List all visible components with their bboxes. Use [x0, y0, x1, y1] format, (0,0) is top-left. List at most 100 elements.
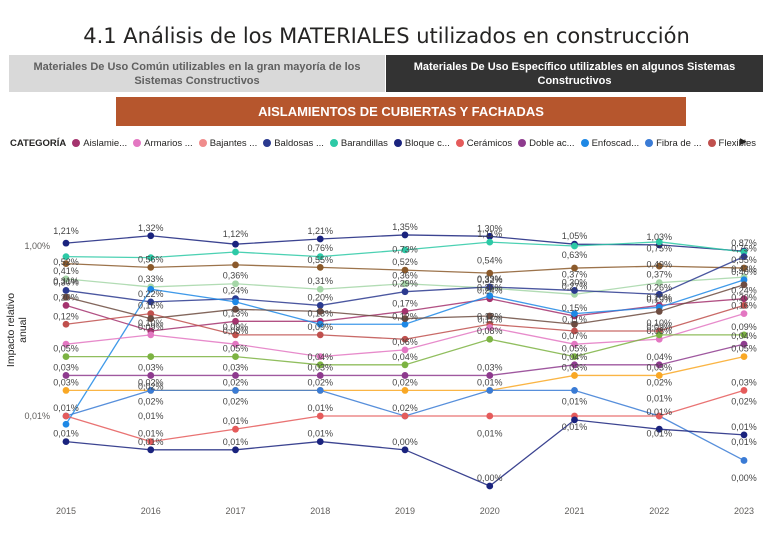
- data-point: [147, 446, 155, 454]
- data-label: 0,03%: [223, 362, 249, 372]
- data-point: [740, 340, 748, 348]
- data-point: [740, 387, 748, 394]
- data-label: 0,01%: [53, 403, 79, 413]
- data-label: 0,33%: [477, 274, 503, 284]
- data-point: [232, 446, 239, 454]
- legend-swatch: [455, 139, 464, 147]
- data-label: 0,00%: [731, 473, 757, 483]
- data-label: 0,33%: [138, 274, 164, 284]
- data-label: 0,01%: [731, 437, 757, 447]
- data-point: [486, 324, 494, 331]
- data-point: [62, 420, 70, 428]
- data-point: [571, 320, 578, 328]
- legend-item[interactable]: Aislamie...: [72, 138, 127, 149]
- data-point: [401, 266, 409, 274]
- data-label: 0,36%: [223, 271, 249, 281]
- data-point: [62, 275, 70, 283]
- data-label: 0,09%: [223, 322, 249, 332]
- data-label: 0,01%: [307, 429, 333, 439]
- data-point: [147, 298, 155, 306]
- data-point: [401, 231, 409, 239]
- legend-item[interactable]: Cerámicos: [455, 138, 512, 149]
- data-point: [655, 331, 663, 339]
- chevron-right-icon[interactable]: ▶: [740, 136, 747, 146]
- tab-specific-materials[interactable]: Materiales De Uso Específico utilizables…: [386, 55, 763, 92]
- legend: CATEGORÍA Aislamie... Armarios ... Bajante…: [10, 136, 762, 150]
- legend-label: Fibra de ...: [656, 137, 702, 149]
- data-point: [147, 310, 155, 318]
- data-point: [62, 340, 70, 348]
- data-label: 0,22%: [138, 289, 164, 299]
- data-label: 0,01%: [646, 393, 672, 403]
- data-label: 0,16%: [138, 301, 164, 311]
- data-label: 0,01%: [562, 396, 588, 406]
- data-point: [740, 276, 748, 284]
- data-label: 0,63%: [562, 250, 588, 260]
- data-label: 0,20%: [307, 292, 333, 302]
- data-point: [232, 248, 239, 256]
- data-point: [232, 387, 239, 394]
- data-point: [232, 340, 239, 348]
- data-label: 1,11%: [477, 229, 502, 239]
- data-point: [740, 353, 748, 360]
- data-point: [571, 287, 578, 294]
- data-label: 0,03%: [646, 362, 672, 372]
- data-point: [316, 320, 324, 328]
- data-label: 0,24%: [477, 286, 503, 296]
- legend-item[interactable]: Enfoscad...: [580, 138, 639, 149]
- data-label: 0,02%: [138, 381, 164, 391]
- data-label: 0,20%: [731, 292, 757, 302]
- data-point: [62, 302, 70, 309]
- data-point: [571, 340, 578, 348]
- data-label: 0,20%: [646, 292, 672, 302]
- data-label: 0,03%: [307, 362, 333, 372]
- data-label: 0,40%: [731, 267, 757, 277]
- data-point: [486, 292, 494, 300]
- legend-item[interactable]: Bajantes ...: [198, 138, 257, 149]
- data-label: 0,30%: [562, 277, 588, 287]
- data-label: 0,36%: [392, 271, 418, 281]
- data-point: [401, 361, 409, 369]
- data-point: [486, 387, 494, 394]
- data-point: [316, 253, 324, 261]
- data-label: 0,02%: [731, 396, 757, 406]
- data-label: 0,26%: [477, 283, 503, 293]
- legend-label: Baldosas ...: [274, 137, 324, 149]
- legend-label: Bloque c...: [404, 137, 450, 149]
- legend-swatch: [518, 139, 527, 147]
- legend-swatch: [72, 139, 81, 147]
- data-label: 0,17%: [392, 298, 418, 308]
- legend-item[interactable]: Doble ac...: [518, 138, 575, 149]
- data-label: 0,01%: [562, 422, 588, 432]
- legend-item[interactable]: Armarios ...: [133, 138, 193, 149]
- x-tick-label: 2019: [395, 506, 415, 516]
- data-label: 0,75%: [646, 244, 672, 254]
- legend-item[interactable]: Flexibles: [707, 137, 757, 149]
- data-label: 0,02%: [138, 396, 164, 406]
- data-point: [232, 331, 239, 339]
- data-point: [401, 308, 409, 315]
- legend-swatch: [645, 139, 654, 147]
- data-point: [316, 264, 324, 271]
- data-label: 0,12%: [53, 311, 79, 321]
- x-tick-label: 2017: [225, 506, 245, 516]
- data-point: [740, 302, 748, 309]
- legend-item[interactable]: Bloque c...: [393, 137, 450, 149]
- data-point: [232, 353, 239, 360]
- legend-item[interactable]: Fibra de ...: [645, 137, 702, 149]
- data-label: 0,37%: [562, 270, 588, 280]
- data-label: 0,02%: [223, 396, 249, 406]
- data-label: 0,05%: [53, 344, 79, 354]
- tab-common-materials[interactable]: Materiales De Uso Común utilizables en l…: [9, 55, 385, 92]
- data-label: 0,00%: [392, 437, 418, 447]
- data-label: 0,03%: [731, 377, 757, 387]
- data-point: [147, 232, 155, 240]
- data-point: [62, 287, 70, 294]
- legend-item[interactable]: Barandillas: [329, 138, 388, 149]
- legend-label: Flexibles: [718, 137, 757, 149]
- data-label: 0,13%: [307, 308, 333, 318]
- data-label: 0,03%: [562, 362, 588, 372]
- data-point: [62, 412, 70, 420]
- legend-item[interactable]: Baldosas ...: [263, 138, 324, 149]
- data-label: 0,27%: [562, 281, 588, 291]
